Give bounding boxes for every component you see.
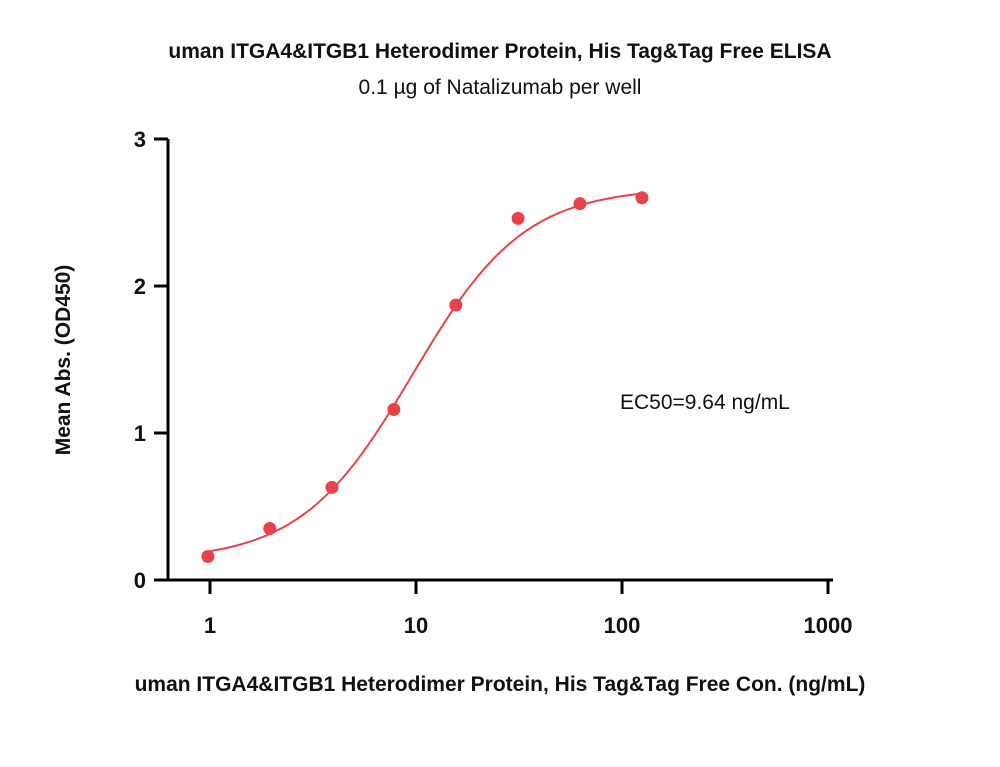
data-point — [511, 211, 525, 225]
data-point — [201, 549, 215, 563]
x-tick-label: 10 — [404, 613, 428, 638]
x-tick-label: 1000 — [804, 613, 853, 638]
data-point — [635, 191, 649, 205]
x-tick-label: 100 — [604, 613, 641, 638]
data-points-layer — [201, 191, 649, 563]
data-point — [573, 197, 587, 211]
x-axis-label: uman ITGA4&ITGB1 Heterodimer Protein, Hi… — [135, 673, 866, 696]
data-point — [449, 298, 463, 312]
y-tick-label: 2 — [134, 274, 146, 299]
y-axis-label: Mean Abs. (OD450) — [52, 265, 75, 456]
fit-curve — [207, 192, 643, 553]
data-point — [325, 480, 339, 494]
axes: 0 1 2 3 1 10 100 1000 — [134, 127, 853, 638]
chart-subtitle: 0.1 µg of Natalizumab per well — [359, 76, 642, 99]
y-tick-label: 0 — [134, 568, 146, 593]
ec50-annotation: EC50=9.64 ng/mL — [620, 391, 790, 414]
y-tick-label: 1 — [134, 421, 146, 446]
data-point — [263, 522, 277, 536]
y-tick-label: 3 — [134, 127, 146, 152]
fit-curve-layer — [207, 192, 643, 553]
chart-title: uman ITGA4&ITGB1 Heterodimer Protein, Hi… — [168, 40, 831, 63]
x-tick-label: 1 — [204, 613, 216, 638]
data-point — [387, 402, 401, 416]
